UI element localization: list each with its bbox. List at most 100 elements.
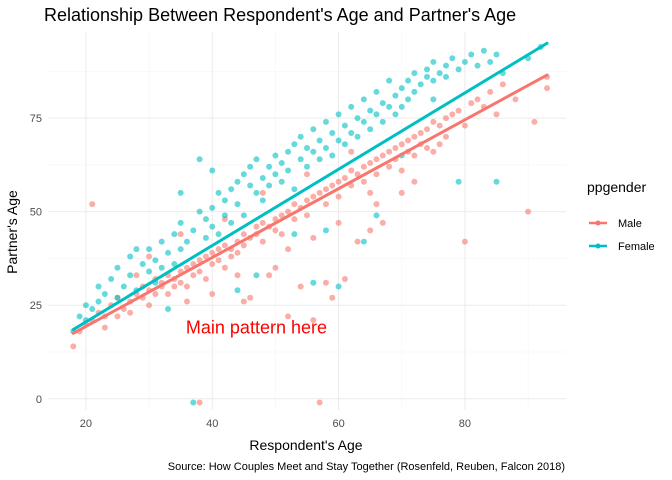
point-female	[146, 268, 153, 275]
point-female	[209, 167, 216, 174]
point-female	[272, 171, 279, 178]
point-female	[335, 111, 342, 118]
point-male	[360, 163, 367, 170]
point-male	[436, 141, 443, 148]
point-male	[348, 167, 355, 174]
point-female	[367, 126, 374, 133]
point-female	[341, 141, 348, 148]
point-female	[341, 122, 348, 129]
point-female	[360, 118, 367, 125]
point-male	[133, 272, 140, 279]
point-female	[329, 130, 336, 137]
point-female	[234, 201, 241, 208]
point-female	[127, 272, 134, 279]
point-female	[316, 137, 323, 144]
point-male	[266, 272, 273, 279]
point-male	[335, 193, 342, 200]
point-male	[316, 189, 323, 196]
point-female	[386, 77, 393, 84]
point-male	[411, 133, 418, 140]
point-male	[304, 212, 310, 219]
point-female	[405, 77, 412, 84]
point-male	[316, 399, 323, 406]
point-female	[177, 189, 184, 196]
point-female	[120, 283, 127, 290]
point-female	[455, 66, 462, 73]
point-male	[392, 145, 399, 152]
point-female	[127, 253, 134, 260]
point-female	[417, 81, 424, 88]
y-tick-label: 75	[30, 113, 42, 125]
grid	[48, 32, 566, 410]
point-female	[209, 204, 216, 211]
legend-key-male-dot	[595, 220, 601, 226]
y-tick-label: 50	[30, 207, 42, 219]
point-female	[468, 51, 475, 58]
point-male	[531, 118, 538, 125]
point-male	[259, 219, 266, 226]
point-male	[329, 182, 336, 189]
point-female	[158, 238, 165, 245]
point-male	[398, 167, 405, 174]
point-female	[165, 249, 172, 256]
point-female	[386, 103, 393, 110]
point-female	[354, 133, 361, 140]
point-female	[493, 51, 500, 58]
point-female	[240, 212, 247, 219]
point-male	[291, 216, 298, 223]
point-male	[278, 231, 285, 238]
point-female	[221, 197, 228, 204]
point-female	[259, 174, 266, 181]
point-male	[354, 238, 361, 245]
point-female	[183, 238, 190, 245]
point-female	[285, 167, 292, 174]
point-male	[499, 81, 506, 88]
chart-title: Relationship Between Respondent's Age an…	[44, 5, 516, 25]
point-male	[196, 399, 203, 406]
point-male	[146, 302, 153, 309]
point-male	[468, 100, 475, 107]
point-female	[165, 305, 172, 312]
fit-lines	[71, 41, 549, 335]
point-male	[373, 171, 380, 178]
legend-label-male: Male	[618, 218, 642, 230]
point-female	[266, 182, 273, 189]
point-male	[322, 279, 329, 286]
fit-line-female	[71, 41, 549, 332]
point-male	[101, 324, 108, 331]
point-female	[373, 88, 380, 95]
point-female	[398, 85, 405, 92]
point-male	[285, 313, 292, 320]
point-female	[322, 118, 329, 125]
point-male	[70, 343, 77, 350]
point-male	[240, 298, 247, 305]
point-male	[202, 276, 209, 283]
point-female	[215, 189, 222, 196]
point-male	[171, 283, 178, 290]
point-male	[196, 268, 203, 275]
point-female	[202, 234, 209, 241]
point-male	[278, 212, 285, 219]
point-female	[449, 55, 456, 62]
point-male	[430, 118, 437, 125]
point-male	[424, 126, 431, 133]
point-female	[392, 111, 399, 118]
x-axis-title: Respondent's Age	[249, 437, 362, 453]
point-female	[228, 219, 235, 226]
point-female	[493, 178, 500, 185]
point-female	[379, 118, 386, 125]
x-tick-label: 20	[80, 418, 92, 430]
point-female	[310, 279, 317, 286]
point-male	[411, 178, 418, 185]
point-female	[291, 141, 298, 148]
point-female	[297, 156, 304, 163]
point-male	[310, 234, 317, 241]
point-female	[76, 313, 83, 320]
x-tick-label: 40	[206, 418, 218, 430]
point-female	[424, 66, 431, 73]
point-male	[291, 201, 298, 208]
point-female	[139, 261, 146, 268]
point-male	[461, 238, 468, 245]
point-female	[82, 302, 89, 309]
y-tick-label: 25	[30, 300, 42, 312]
